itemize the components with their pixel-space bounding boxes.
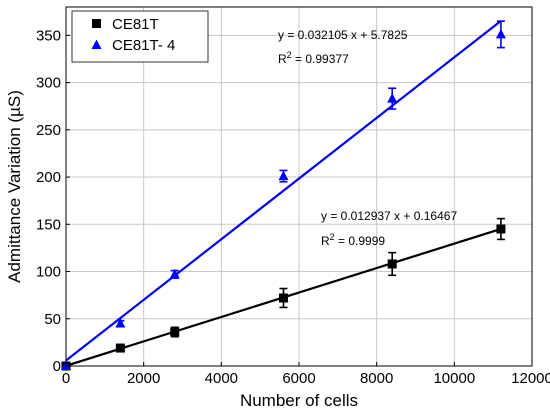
r2-blue-prefix: R bbox=[278, 52, 287, 66]
x-tick-label: 2000 bbox=[127, 370, 160, 387]
data-point-ce81t-4 bbox=[387, 93, 398, 103]
legend-marker-ce81t bbox=[92, 19, 101, 28]
legend-label-ce81t: CE81T bbox=[112, 16, 159, 33]
fit-equation-blue: y = 0.032105 x + 5.7825 bbox=[278, 28, 408, 42]
fit-lines bbox=[65, 19, 502, 367]
r2-blue-superscript: 2 bbox=[287, 50, 292, 60]
fit-r2-black: R2 = 0.9999 bbox=[321, 232, 385, 248]
y-tick-label: 150 bbox=[36, 216, 61, 233]
error-bars bbox=[62, 20, 505, 368]
y-tick-label: 250 bbox=[36, 122, 61, 139]
x-axis-ticks: 0 2000 4000 6000 8000 10000 12000 bbox=[62, 362, 550, 387]
y-tick-label: 100 bbox=[36, 264, 61, 281]
r2-black-value: = 0.9999 bbox=[335, 234, 386, 248]
r2-black-superscript: 2 bbox=[330, 232, 335, 242]
x-tick-label: 4000 bbox=[205, 370, 238, 387]
fit-r2-blue: R2 = 0.99377 bbox=[278, 50, 349, 66]
x-tick-label: 8000 bbox=[360, 370, 393, 387]
legend-label-ce81t-4: CE81T- 4 bbox=[112, 37, 175, 54]
data-point-ce81t-4 bbox=[495, 28, 506, 39]
x-tick-label: 12000 bbox=[511, 370, 550, 387]
data-point-ce81t bbox=[115, 343, 125, 353]
x-tick-label: 0 bbox=[62, 370, 70, 387]
data-point-ce81t-4 bbox=[278, 170, 289, 181]
y-axis-label: Admittance Variation (µS) bbox=[5, 90, 24, 283]
data-point-ce81t bbox=[496, 224, 506, 234]
y-tick-label: 50 bbox=[44, 311, 61, 328]
x-tick-label: 10000 bbox=[433, 370, 475, 387]
data-point-ce81t bbox=[170, 327, 180, 337]
legend: CE81T CE81T- 4 bbox=[71, 10, 209, 63]
grid-lines bbox=[65, 7, 533, 367]
fit-annotations: y = 0.032105 x + 5.7825 R2 = 0.99377 y =… bbox=[278, 28, 457, 248]
legend-marker-ce81t-4 bbox=[91, 39, 102, 49]
y-tick-label: 200 bbox=[36, 169, 61, 186]
data-point-ce81t-4 bbox=[169, 268, 180, 279]
y-tick-label: 0 bbox=[53, 358, 61, 375]
fit-equation-black: y = 0.012937 x + 0.16467 bbox=[321, 209, 457, 223]
fit-line-ce81t-4 bbox=[65, 19, 502, 362]
x-axis-label: Number of cells bbox=[240, 391, 358, 410]
y-tick-label: 350 bbox=[36, 27, 61, 44]
data-point-ce81t-4 bbox=[115, 317, 126, 328]
data-point-ce81t bbox=[387, 259, 397, 269]
x-tick-label: 6000 bbox=[282, 370, 315, 387]
y-tick-label: 300 bbox=[36, 75, 61, 92]
data-point-ce81t bbox=[278, 293, 288, 303]
r2-black-prefix: R bbox=[321, 234, 330, 248]
y-axis-ticks: 0 50 100 150 200 250 300 350 bbox=[36, 27, 70, 375]
r2-blue-value: = 0.99377 bbox=[292, 52, 349, 66]
